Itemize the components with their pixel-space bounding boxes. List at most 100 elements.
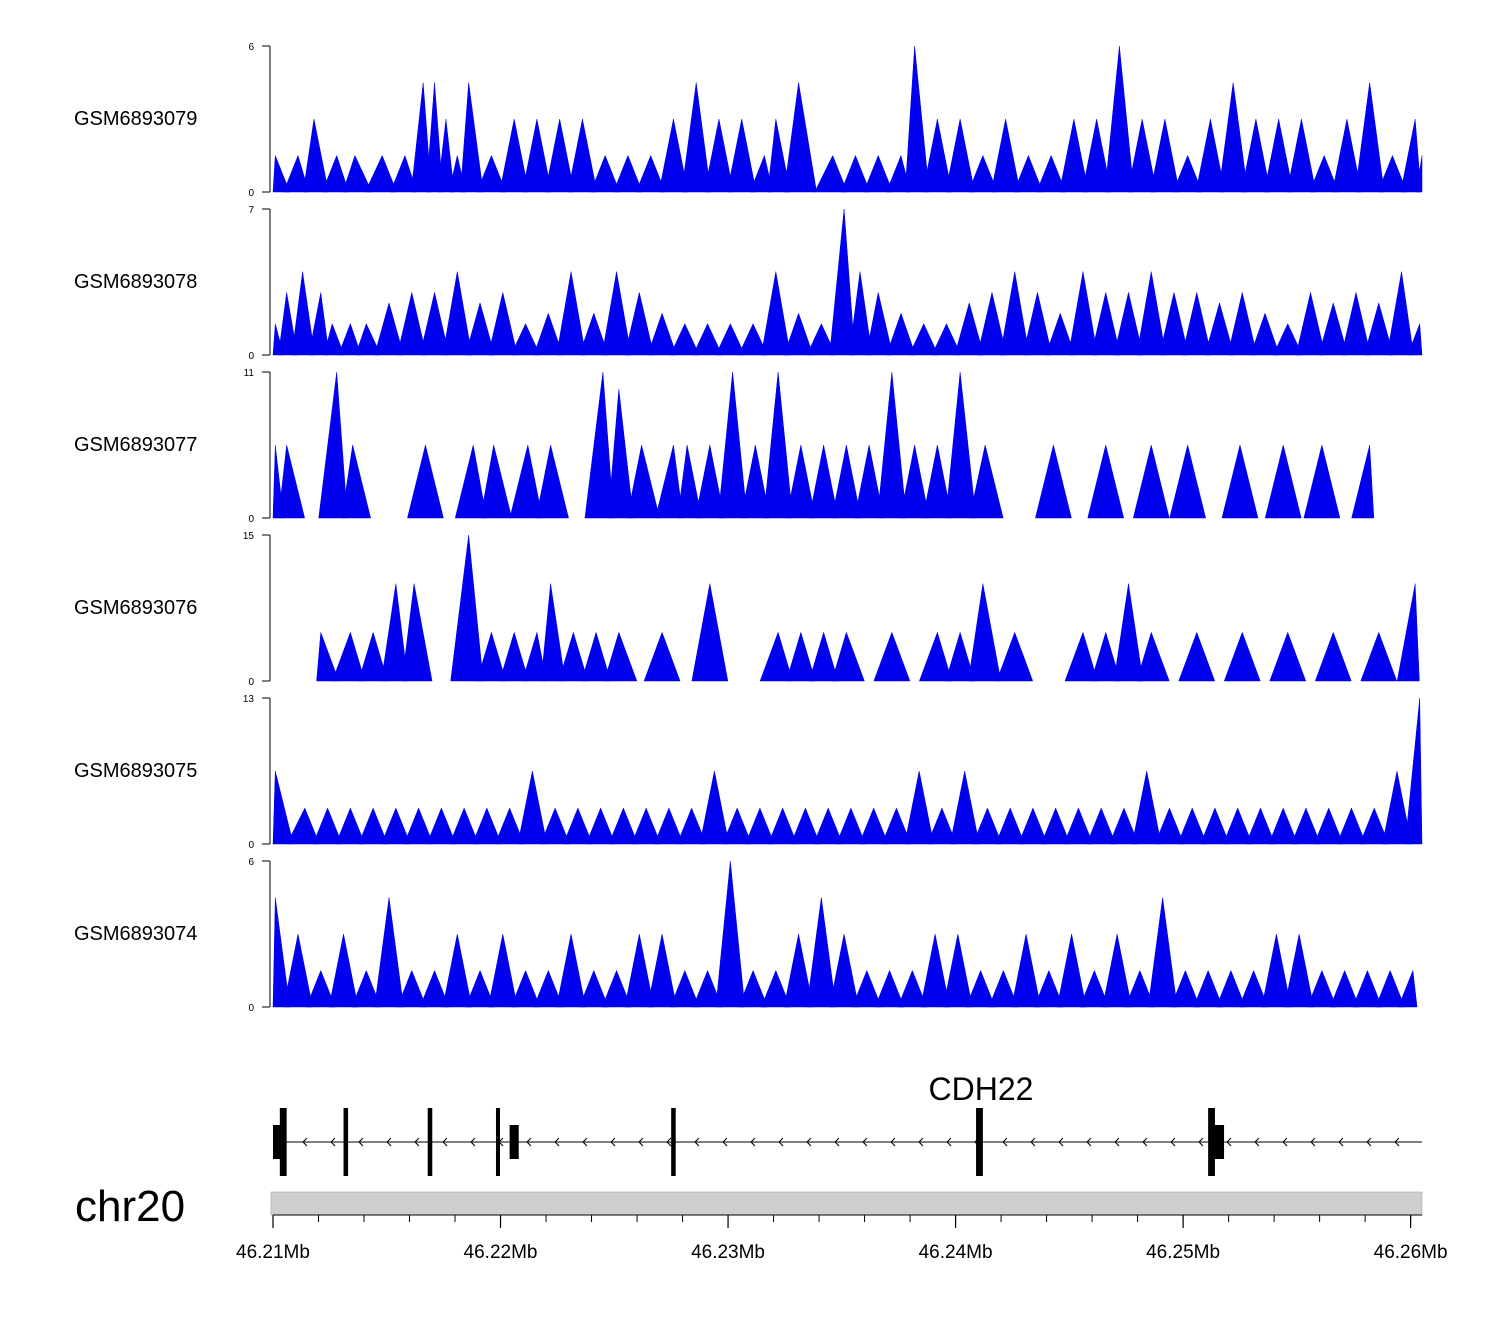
signal-peak xyxy=(691,583,729,682)
strand-arrow xyxy=(554,1137,560,1147)
signal-peak xyxy=(761,271,791,356)
strand-arrow xyxy=(1366,1137,1372,1147)
signal-peak xyxy=(351,969,382,1008)
signal-peak xyxy=(401,583,433,682)
strand-arrow xyxy=(1086,1137,1092,1147)
signal-peak xyxy=(358,631,388,682)
strand-arrow xyxy=(330,1137,336,1147)
signal-peak xyxy=(442,933,473,1008)
signal-peak xyxy=(1018,807,1048,845)
signal-peak xyxy=(972,807,1003,845)
signal-peak xyxy=(465,969,495,1008)
signal-peak xyxy=(1352,969,1383,1008)
signal-peak xyxy=(643,631,681,682)
strand-arrow xyxy=(442,1137,448,1147)
gene-exon xyxy=(273,1125,285,1159)
signal-peak xyxy=(396,969,427,1008)
x-tick-label: 46.23Mb xyxy=(691,1242,765,1263)
signal-peak xyxy=(886,312,916,356)
y-tick-label-max: 6 xyxy=(248,42,254,53)
signal-peak xyxy=(1177,807,1208,845)
signal-peak xyxy=(374,897,404,1008)
signal-peak xyxy=(410,82,432,193)
signal-peak xyxy=(337,322,362,356)
signal-peak xyxy=(969,444,1004,519)
signal-peak xyxy=(965,969,996,1008)
x-tick-label: 46.24Mb xyxy=(919,1242,993,1263)
gene-exon xyxy=(509,1125,519,1159)
signal-peak xyxy=(396,292,427,356)
signal-peak xyxy=(760,969,791,1008)
signal-peak xyxy=(272,770,294,845)
strand-arrow xyxy=(610,1137,616,1147)
signal-peak xyxy=(1170,969,1201,1008)
signal-peak xyxy=(1056,933,1087,1008)
track-label: GSM6893076 xyxy=(74,597,197,619)
signal-peak xyxy=(949,770,980,845)
signal-peak xyxy=(1398,970,1418,1008)
x-tick-label: 46.22Mb xyxy=(464,1242,538,1263)
signal-peak xyxy=(1159,292,1189,356)
signal-peak xyxy=(1400,118,1422,193)
signal-peak xyxy=(460,82,484,193)
signal-peak xyxy=(321,154,350,193)
signal-peak xyxy=(1341,292,1371,356)
gene-exon xyxy=(976,1108,983,1176)
signal-peak xyxy=(886,154,911,193)
signal-peak xyxy=(608,807,639,845)
signal-peak xyxy=(1318,301,1349,356)
signal-peak xyxy=(624,292,655,356)
signal-peak xyxy=(1359,807,1390,845)
signal-peak xyxy=(626,444,660,519)
signal-peak xyxy=(316,632,340,682)
signal-peak xyxy=(874,969,905,1008)
track-GSM6893076: GSM6893076 15 0 xyxy=(74,531,1420,688)
strand-arrow xyxy=(890,1137,896,1147)
track-GSM6893075: GSM6893075 13 0 xyxy=(74,694,1423,851)
strand-arrow xyxy=(470,1137,476,1147)
signal-peak xyxy=(717,371,748,519)
signal-peak xyxy=(1404,697,1423,845)
signal-peak xyxy=(601,969,632,1008)
strand-arrow xyxy=(1030,1137,1036,1147)
signal-peak xyxy=(647,312,677,356)
signal-peak xyxy=(272,897,291,1008)
strand-arrow xyxy=(778,1137,784,1147)
signal-peak xyxy=(1223,631,1261,682)
signal-peak xyxy=(786,444,816,519)
signal-peak xyxy=(635,154,666,193)
signal-peak xyxy=(1332,118,1362,193)
strand-arrow xyxy=(1058,1137,1064,1147)
signal-peak xyxy=(278,292,298,356)
signal-peak xyxy=(510,969,541,1008)
signal-peak xyxy=(967,154,998,193)
signal-peak xyxy=(1172,154,1203,193)
signal-peak xyxy=(426,82,444,193)
signal-peak xyxy=(829,208,856,356)
signal-peak xyxy=(556,271,586,356)
strand-arrow xyxy=(1170,1137,1176,1147)
signal-peak xyxy=(996,631,1034,682)
signal-peak xyxy=(1415,155,1423,193)
signal-peak xyxy=(355,323,382,356)
signal-peak xyxy=(1407,323,1423,356)
signal-peak xyxy=(1261,933,1292,1008)
signal-peak xyxy=(437,118,455,193)
signal-peak xyxy=(904,45,930,193)
signal-peak xyxy=(1303,444,1341,519)
strand-arrow xyxy=(1226,1137,1232,1147)
signal-peak xyxy=(449,807,480,845)
signal-peak xyxy=(476,631,507,682)
signal-peak xyxy=(1040,807,1071,845)
y-tick-label-min: 0 xyxy=(248,1003,254,1014)
signal-peak xyxy=(1102,933,1132,1008)
genome-axis: chr20 46.21Mb 46.22Mb 46.23Mb 46.24Mb 46.25M… xyxy=(75,1182,1448,1263)
signal-peak xyxy=(908,323,939,356)
signal-peak xyxy=(813,807,844,845)
signal-peak xyxy=(631,807,662,845)
signal-peak xyxy=(278,444,305,519)
signal-peak xyxy=(1386,271,1414,356)
gene-exon xyxy=(495,1108,500,1176)
signal-peak xyxy=(863,154,894,193)
